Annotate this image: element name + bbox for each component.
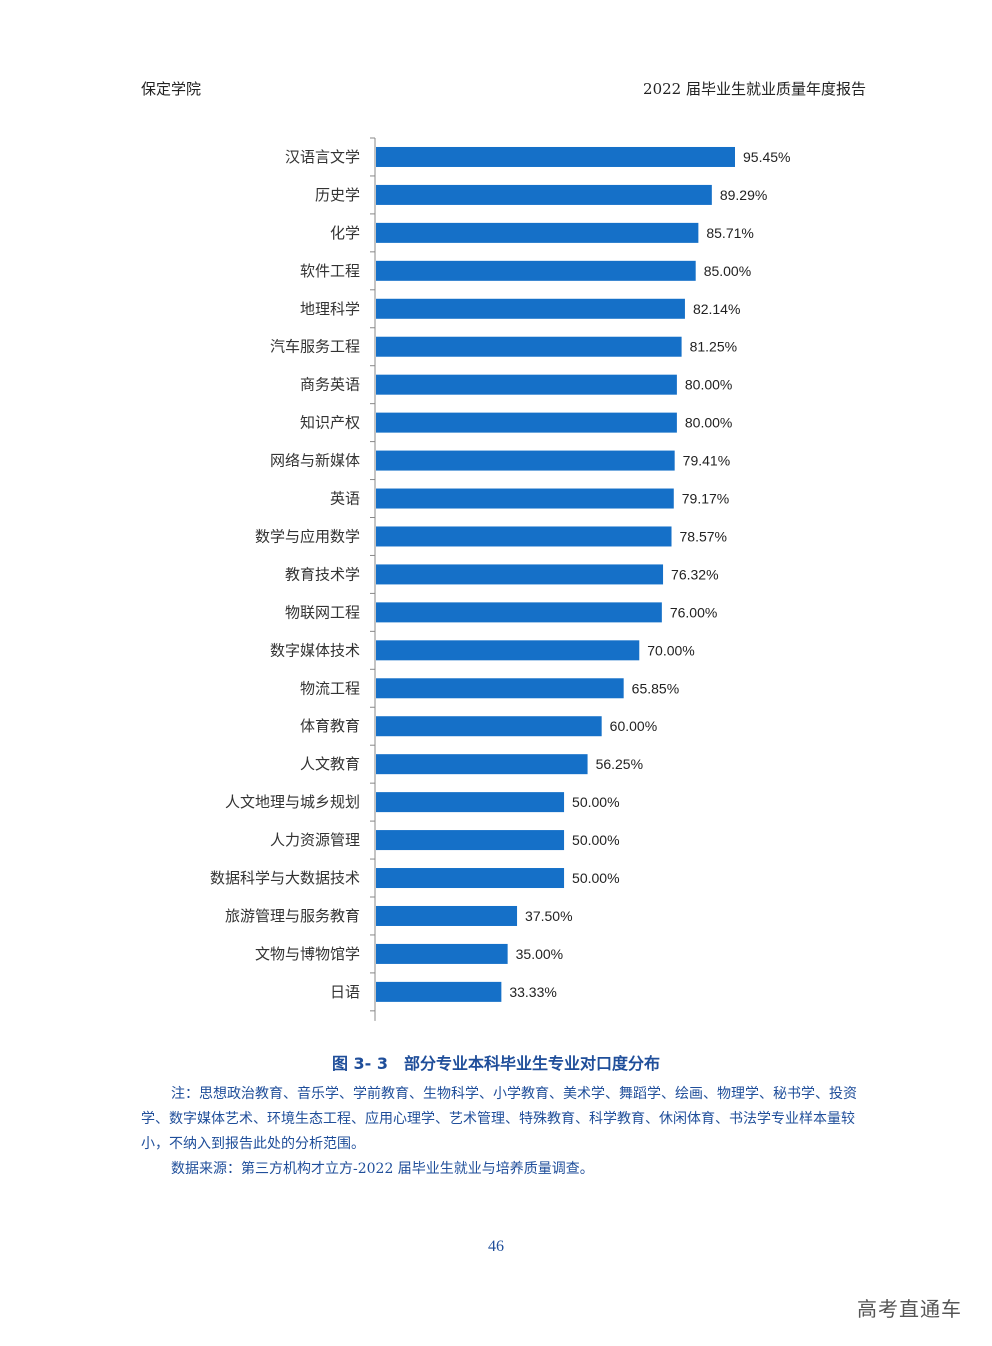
bar [376, 830, 565, 851]
bar [376, 526, 672, 547]
bar [376, 943, 508, 964]
watermark: 高考直通车 [857, 1297, 962, 1321]
bar [376, 336, 682, 357]
bar [376, 222, 699, 243]
value-label: 37.50% [525, 908, 572, 924]
value-label: 85.00% [704, 263, 751, 279]
bar [376, 146, 735, 167]
value-label: 79.41% [683, 453, 730, 469]
value-label: 50.00% [572, 832, 619, 848]
value-label: 76.32% [671, 566, 718, 582]
category-label: 数据科学与大数据技术 [210, 869, 360, 887]
figure-note: 注：思想政治教育、音乐学、学前教育、生物科学、小学教育、美术学、舞蹈学、绘画、物… [141, 1082, 876, 1182]
value-label: 56.25% [596, 756, 643, 772]
bar [376, 298, 685, 319]
bar [376, 184, 712, 205]
value-label: 60.00% [610, 718, 657, 734]
category-label: 体育教育 [300, 717, 360, 735]
category-label: 汽车服务工程 [270, 338, 360, 356]
bar [376, 905, 518, 926]
category-label: 人力资源管理 [270, 831, 360, 849]
bar [376, 488, 674, 509]
category-label: 知识产权 [300, 414, 360, 432]
category-label: 汉语言文学 [285, 148, 360, 166]
value-label: 35.00% [516, 946, 563, 962]
header-report-title: 2022 届毕业生就业质量年度报告 [643, 80, 866, 98]
category-label: 网络与新媒体 [270, 452, 360, 470]
category-label: 数字媒体技术 [270, 641, 360, 659]
category-label: 英语 [330, 490, 360, 508]
category-label: 历史学 [315, 186, 360, 204]
value-label: 80.00% [685, 377, 732, 393]
bar [376, 260, 696, 281]
category-label: 化学 [330, 224, 360, 242]
category-label: 商务英语 [300, 376, 360, 394]
bar [376, 754, 588, 775]
value-label: 76.00% [670, 604, 717, 620]
category-label: 人文地理与城乡规划 [225, 793, 360, 811]
value-label: 89.29% [720, 187, 767, 203]
bar-chart: 汉语言文学 95.45% 历史学 89.29% 化学 85.71% 软件工程 85.00% 地理… [210, 137, 790, 1021]
value-label: 65.85% [632, 680, 679, 696]
bar [376, 374, 677, 395]
bar [376, 678, 624, 699]
value-label: 81.25% [690, 339, 737, 355]
category-label: 数学与应用数学 [255, 527, 360, 545]
bar [376, 450, 675, 471]
category-label: 地理科学 [300, 300, 360, 318]
value-label: 82.14% [693, 301, 740, 317]
category-label: 物联网工程 [285, 603, 360, 621]
value-label: 85.71% [706, 225, 753, 241]
note-sample-size: 注：思想政治教育、音乐学、学前教育、生物科学、小学教育、美术学、舞蹈学、绘画、物… [141, 1086, 857, 1152]
value-label: 70.00% [647, 642, 694, 658]
bar [376, 564, 664, 585]
header-institution: 保定学院 [141, 80, 202, 98]
bar [376, 412, 677, 433]
category-label: 日语 [330, 983, 360, 1001]
value-label: 50.00% [572, 794, 619, 810]
bar [376, 792, 565, 813]
bar [376, 640, 640, 661]
category-label: 教育技术学 [285, 565, 360, 583]
value-label: 50.00% [572, 870, 619, 886]
figure-caption: 图 3- 3 部分专业本科毕业生专业对口度分布 [331, 1054, 661, 1073]
value-label: 78.57% [680, 528, 727, 544]
bar [376, 981, 502, 1002]
category-label: 软件工程 [300, 262, 360, 280]
bar [376, 868, 565, 889]
note-data-source: 数据来源：第三方机构才立方-2022 届毕业生就业与培养质量调查。 [171, 1161, 594, 1177]
category-label: 人文教育 [300, 755, 360, 773]
category-label: 旅游管理与服务教育 [225, 907, 360, 925]
page-number: 46 [488, 1238, 504, 1255]
value-label: 33.33% [509, 984, 556, 1000]
category-label: 文物与博物馆学 [255, 945, 360, 963]
category-label: 物流工程 [300, 679, 360, 697]
bar [376, 716, 602, 737]
bar [376, 602, 662, 623]
value-label: 79.17% [682, 491, 729, 507]
value-label: 80.00% [685, 415, 732, 431]
value-label: 95.45% [743, 149, 790, 165]
